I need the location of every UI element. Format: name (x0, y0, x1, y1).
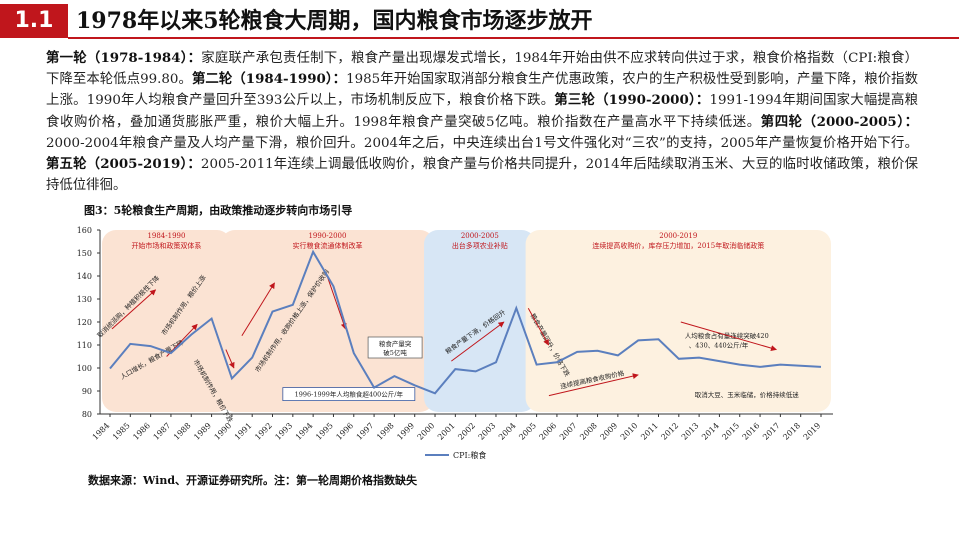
y-tick-label: 110 (77, 341, 92, 350)
round-2-heading: 第二轮（1984-1990）： (191, 71, 347, 88)
annotation-12: 取消大豆、玉米临储，价格持续低迷 (695, 390, 800, 399)
body-paragraph: 第一轮（1978-1984）：家庭联产承包责任制下，粮食产量出现爆发式增长，19… (46, 48, 918, 196)
x-tick-label: 1989 (192, 421, 213, 442)
round-1-heading: 第一轮（1978-1984）： (46, 50, 202, 66)
y-tick-label: 90 (82, 387, 92, 396)
trend-arrow (548, 373, 639, 397)
x-tick-label: 2012 (659, 421, 680, 442)
period-desc: 实行粮食流通体制改革 (292, 241, 362, 250)
period-desc: 连续提高收购价，库存压力增加，2015年取消临储政策 (592, 241, 764, 250)
round-4-text: 2000-2004年粮食产量及人均产量下滑，粮价回升。2004年之后，中央连续出… (46, 135, 918, 151)
round-3-heading: 第三轮（1990-2000）： (554, 92, 710, 109)
period-title: 2000-2019 (659, 232, 697, 240)
period-title: 1984-1990 (147, 232, 185, 240)
callout-box (282, 387, 416, 402)
x-tick-label: 1999 (395, 421, 416, 442)
page-title: 1978年以来5轮粮食大周期，国内粮食市场逐步放开 (76, 8, 593, 34)
x-tick-label: 2014 (700, 421, 721, 442)
trend-arrow (241, 282, 275, 337)
x-tick-label: 1996 (334, 421, 355, 442)
period-title: 1990-2000 (308, 232, 346, 240)
x-tick-label: 1991 (233, 421, 254, 442)
y-tick-label: 150 (77, 249, 92, 258)
cpi-grain-line (109, 249, 822, 395)
x-tick-label: 1985 (111, 421, 132, 442)
x-tick-label: 2018 (781, 421, 802, 442)
x-tick-label: 1997 (355, 421, 376, 442)
figure-title: 图3：5轮粮食生产周期，由政策推动逐步转向市场引导 (84, 204, 353, 217)
x-tick-label: 1995 (314, 421, 335, 442)
y-tick-label: 120 (77, 318, 92, 327)
period-desc: 出台多项农业补贴 (452, 241, 508, 250)
x-tick-label: 2017 (761, 421, 782, 442)
trend-arrow (111, 289, 157, 330)
annotation-7: 1996-1999年人均粮食超400公斤/年 (295, 390, 404, 399)
x-tick-label: 2009 (599, 421, 620, 442)
x-tick-label: 1998 (375, 421, 396, 442)
round-3-text: 1991-1994年期间国家大幅提高粮食收购价格，叠加通货膨胀严重，粮价大幅上升… (46, 93, 918, 130)
trend-arrow (326, 275, 347, 330)
x-tick-label: 2015 (720, 421, 741, 442)
x-tick-label: 1992 (253, 421, 274, 442)
x-tick-label: 2013 (680, 421, 701, 442)
x-tick-label: 1988 (172, 421, 193, 442)
section-number: 1.1 (0, 4, 68, 38)
x-tick-label: 2011 (639, 421, 660, 442)
callout-box (367, 336, 423, 359)
trend-arrow (451, 321, 505, 362)
x-tick-label: 2006 (538, 421, 559, 442)
period-band (424, 230, 536, 412)
x-tick-label: 1987 (152, 421, 173, 442)
x-tick-label: 1984 (91, 421, 112, 442)
x-tick-label: 2005 (517, 421, 538, 442)
x-tick-label: 2019 (802, 421, 823, 442)
callout-text: 粮食产量突 (379, 339, 412, 348)
y-tick-label: 160 (77, 226, 92, 235)
legend-label: CPI:粮食 (453, 450, 486, 460)
x-tick-label: 1986 (131, 421, 152, 442)
trend-arrow (680, 321, 777, 351)
x-tick-label: 2004 (497, 421, 518, 442)
data-source-note: 数据来源：Wind、开源证券研究所。注：第一轮周期价格指数缺失 (88, 474, 418, 487)
round-2-text: 1985年开始国家取消部分粮食生产优惠政策，农户的生产积极性受到影响，产量下降，… (46, 72, 918, 109)
x-tick-label: 2010 (619, 421, 640, 442)
round-4-heading: 第四轮（2000-2005）： (760, 113, 918, 130)
x-tick-label: 2002 (456, 421, 477, 442)
header-divider (68, 37, 959, 39)
x-tick-label: 2016 (741, 421, 762, 442)
x-tick-label: 2001 (436, 421, 457, 442)
x-tick-label: 2003 (477, 421, 498, 442)
period-desc: 开始市场和政策双体系 (131, 241, 201, 250)
callout-text: 破5亿吨 (383, 348, 407, 357)
round-5-heading: 第五轮（2005-2019）： (46, 156, 201, 173)
annotation-10b: 、430、440公斤/年 (689, 340, 749, 349)
x-tick-label: 2007 (558, 421, 579, 442)
y-tick-label: 130 (77, 295, 92, 304)
x-tick-label: 2000 (416, 421, 437, 442)
x-tick-label: 1990 (213, 421, 234, 442)
y-tick-label: 80 (82, 410, 92, 419)
y-tick-label: 140 (77, 272, 92, 281)
x-tick-label: 1994 (294, 421, 315, 442)
period-band (220, 230, 435, 412)
trend-arrow (527, 307, 550, 346)
period-band (102, 230, 231, 412)
round-1-text: 家庭联产承包责任制下，粮食产量出现爆发式增长，1984年开始由供不应求转向供过于… (46, 51, 918, 88)
round-5-text: 2005-2011年连续上调最低收购价，粮食产量与价格共同提升，2014年后陆续… (46, 157, 918, 194)
period-title: 2000-2005 (461, 232, 499, 240)
y-tick-label: 100 (77, 364, 92, 373)
trend-arrow (225, 349, 235, 369)
x-tick-label: 1993 (273, 421, 294, 442)
x-tick-label: 2008 (578, 421, 599, 442)
